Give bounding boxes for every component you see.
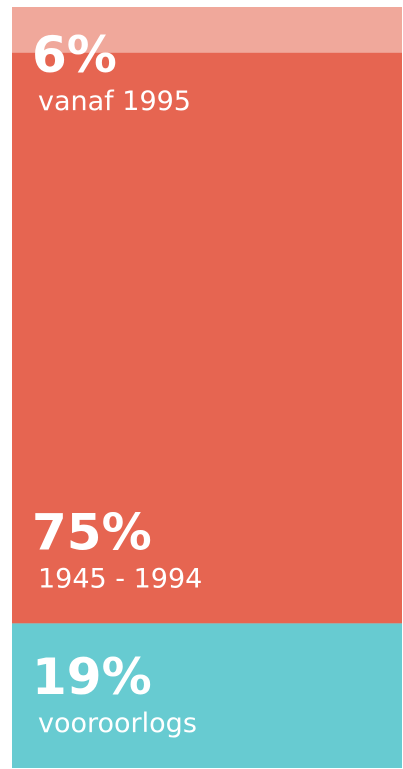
segment-label: vooroorlogs [38, 708, 197, 739]
bar-segment [12, 623, 402, 768]
bar-segment [12, 7, 402, 53]
value-label: 75% [32, 503, 152, 561]
segment-label: 1945 - 1994 [38, 563, 202, 594]
segment-label: vanaf 1995 [38, 86, 191, 117]
value-label: 19% [32, 648, 152, 706]
bar-segment [12, 52, 402, 624]
value-label: 6% [32, 26, 117, 84]
